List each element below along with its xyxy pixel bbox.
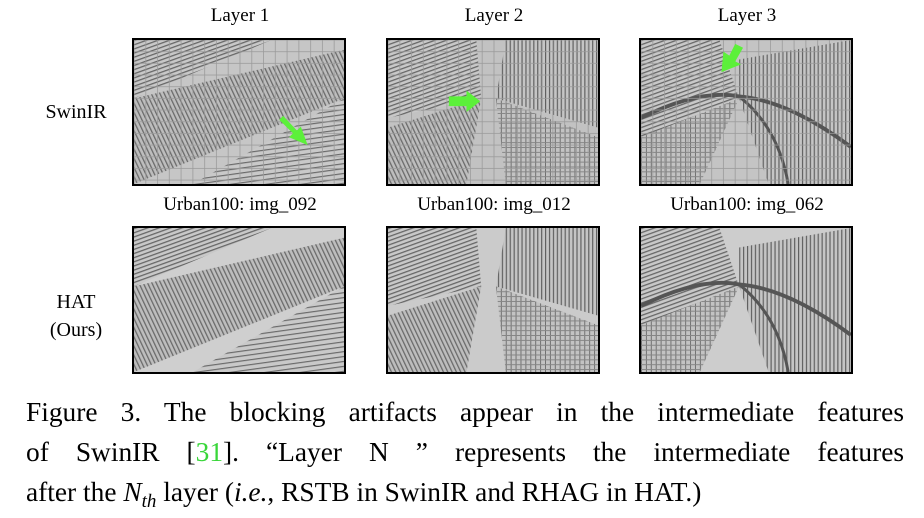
caption-line-3: after the Nth layer (i.e., RSTB in SwinI…: [26, 472, 904, 512]
hat-layer1-image: [132, 226, 346, 374]
hat-layer2-image: [386, 226, 600, 374]
row-label-hat-line1: HAT: [56, 291, 96, 313]
row-label-swinir: SwinIR: [20, 98, 132, 126]
caption-line-2: of SwinIR [31]. “Layer N ” represents th…: [26, 432, 904, 472]
math-base: N: [123, 477, 142, 507]
caption-line-2-prefix: of SwinIR [: [26, 437, 196, 467]
row-label-hat: HAT (Ours): [20, 288, 132, 344]
figure-caption: Figure 3. The blocking artifacts appear …: [26, 392, 904, 512]
caption-line-3-mid: layer (: [156, 477, 234, 507]
column-header-layer-3: Layer 3: [717, 5, 777, 26]
column-header-layer-2: Layer 2: [464, 5, 524, 26]
swinir-layer1-image: [132, 38, 346, 186]
row-label-swinir-line1: SwinIR: [45, 101, 107, 123]
row-label-hat-line2: (Ours): [49, 319, 103, 341]
caption-line-1: Figure 3. The blocking artifacts appear …: [26, 397, 904, 427]
image-caption-img-092: Urban100: img_092: [163, 194, 317, 215]
math-subscript: th: [141, 491, 157, 512]
hat-layer3-image: [639, 226, 853, 374]
column-header-layer-1: Layer 1: [210, 5, 270, 26]
swinir-layer2-image: [386, 38, 600, 186]
caption-ie: i.e.: [233, 477, 268, 507]
image-caption-img-062: Urban100: img_062: [670, 194, 824, 215]
caption-line-3-prefix: after the: [26, 477, 124, 507]
math-n-th: Nth: [123, 477, 156, 511]
caption-line-3-suffix: , RSTB in SwinIR and RHAG in HAT.): [267, 477, 702, 507]
image-caption-img-012: Urban100: img_012: [417, 194, 571, 215]
citation-link-31[interactable]: 31: [195, 437, 224, 467]
caption-line-2-suffix: ]. “Layer N ” represents the intermediat…: [223, 437, 905, 467]
swinir-layer3-image: [639, 38, 853, 186]
